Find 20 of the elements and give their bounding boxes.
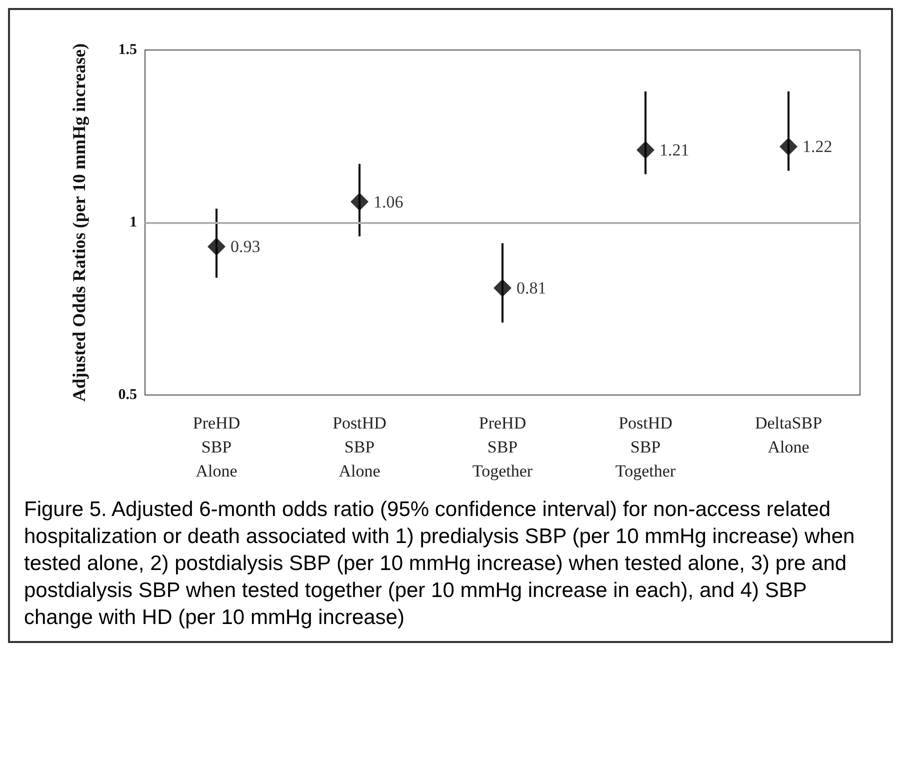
- data-label: 0.81: [516, 278, 546, 298]
- data-label: 1.22: [802, 137, 832, 156]
- x-tick-label: PreHD SBP Alone: [192, 414, 240, 480]
- point: [350, 192, 368, 211]
- data-label: 1.21: [660, 140, 690, 160]
- x-tick-label: DeltaSBP Alone: [754, 414, 822, 456]
- data-label: 0.93: [230, 237, 260, 256]
- x-tick-label: PostHD SBP Together: [615, 414, 676, 480]
- point: [636, 141, 654, 160]
- x-tick-label: PreHD SBP Together: [472, 414, 533, 480]
- y-tick-label: 0.5: [118, 387, 137, 403]
- y-tick-label: 1.5: [118, 42, 137, 58]
- data-label: 1.06: [374, 192, 404, 212]
- point: [780, 138, 798, 156]
- caption: Figure 5. Adjusted 6-month odds ratio (95% confidence interval) for non-access related hospitalization or death associated with 1) predialysis SBP (per 10 mmHg increase) when tested alone, 2) postdialysis SBP (per 10 mmHg increase) when tested alone, 3) pre and postdialysis SBP when tested together (per 10 mmHg increase in each), and 4) SBP change with HD (per 10 mmHg increase): [23, 497, 856, 631]
- point: [494, 279, 512, 298]
- x-tick-label: PostHD SBP Alone: [332, 414, 386, 480]
- y-axis-title: Adjusted Odds Ratios (per 10 mmHg increase): [69, 43, 89, 402]
- point: [208, 238, 226, 256]
- y-tick-label: 1: [130, 214, 137, 230]
